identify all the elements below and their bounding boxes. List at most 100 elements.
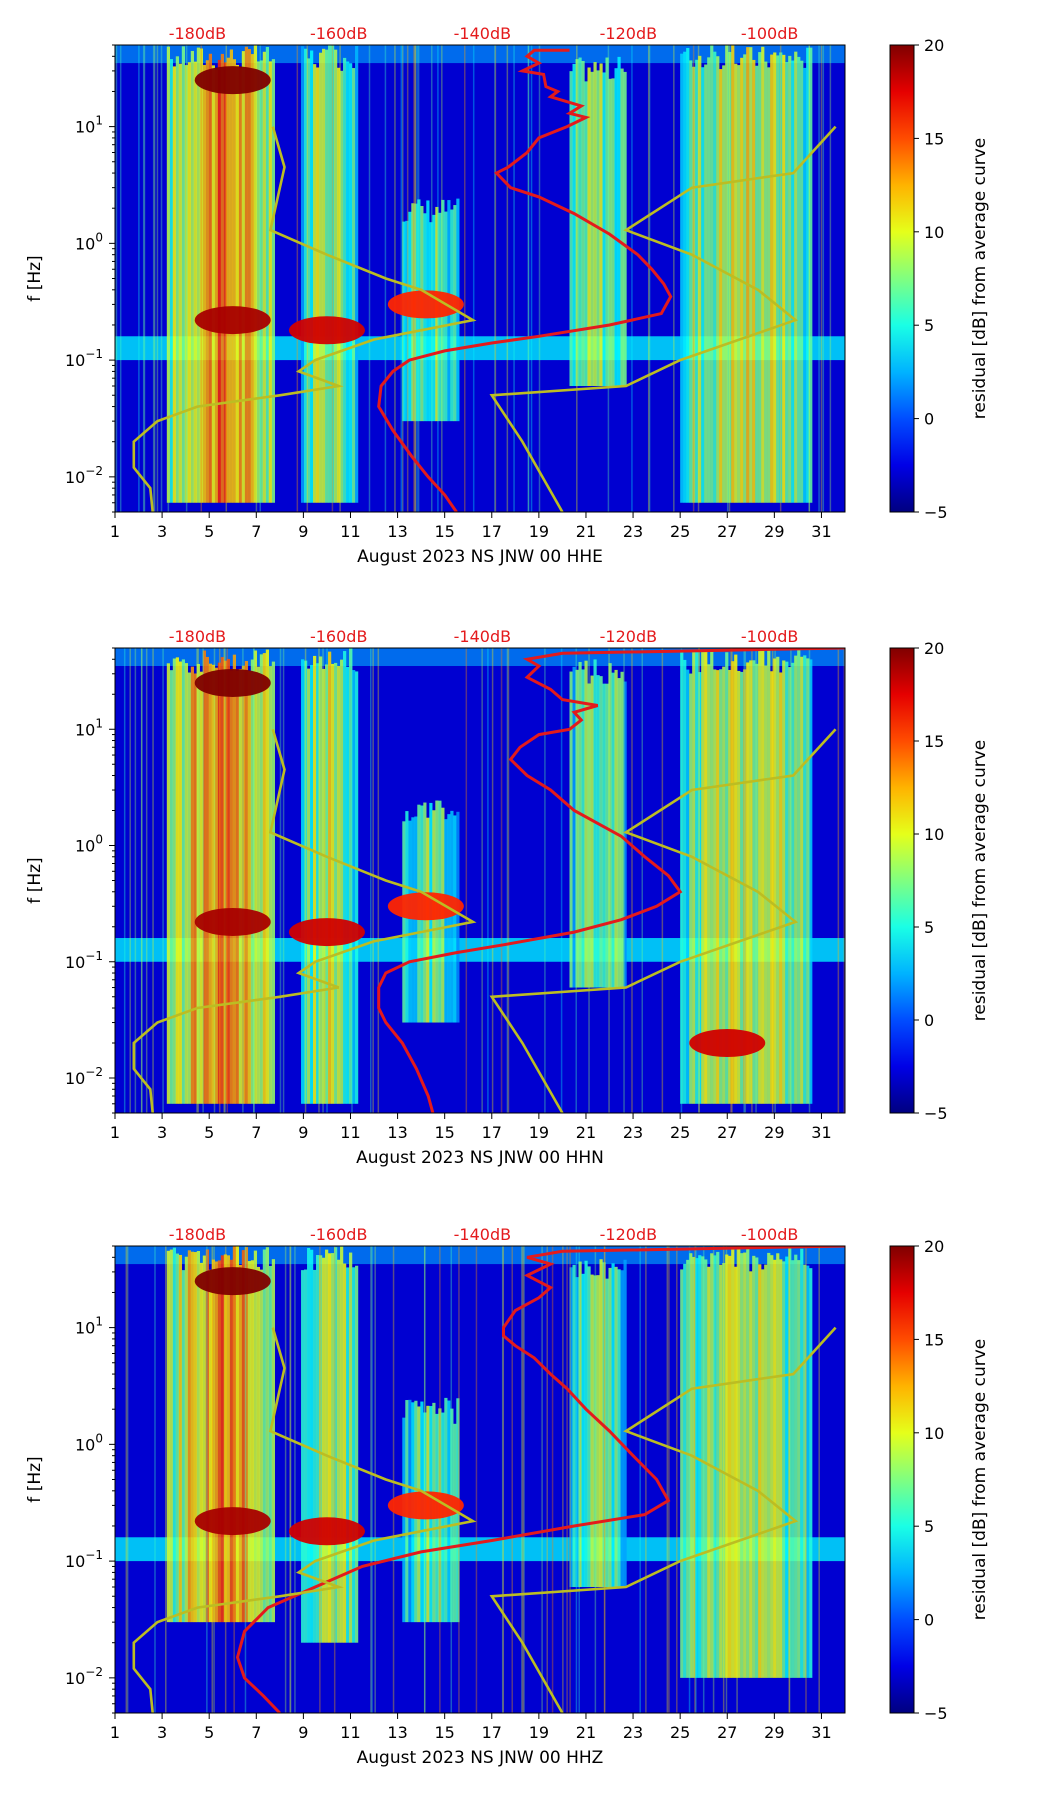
heatmap-spike — [304, 648, 307, 1113]
heatmap-strip — [175, 56, 180, 503]
heatmap-strip — [785, 1256, 789, 1678]
heatmap-spike — [417, 45, 420, 512]
heatmap-spike — [326, 648, 328, 1113]
heatmap-strip — [683, 1263, 687, 1678]
heatmap-strip — [304, 660, 308, 1104]
y-tick-label: 10−2 — [65, 1065, 103, 1088]
heatmap-strip — [196, 47, 201, 503]
heatmap-spike — [339, 45, 341, 512]
heatmap-strip — [689, 673, 693, 1104]
heatmap-spike — [487, 648, 489, 1113]
heatmap-spike — [728, 45, 731, 512]
heatmap-strip — [707, 664, 711, 1104]
heatmap-strip — [743, 669, 747, 1104]
heatmap-strip — [214, 667, 219, 1104]
heatmap-spike — [788, 1246, 790, 1713]
heatmap-strip — [178, 63, 183, 503]
heatmap-strip — [343, 1263, 347, 1643]
heatmap-strip — [328, 1253, 332, 1643]
heatmap-strip — [166, 663, 171, 1104]
y-tick-label: 101 — [75, 114, 103, 137]
top-db-label: -100dB — [741, 1225, 798, 1244]
colorbar — [889, 1245, 915, 1714]
heatmap-strip — [761, 1269, 765, 1678]
heatmap-spike — [394, 45, 396, 512]
heatmap-spike — [661, 648, 664, 1113]
heatmap-strip — [223, 1254, 228, 1623]
heatmap-strip — [402, 221, 406, 422]
top-db-label: -140dB — [454, 1225, 511, 1244]
heatmap-strip — [450, 810, 454, 1023]
heatmap-spike — [527, 45, 530, 512]
heatmap-spike — [521, 1246, 523, 1713]
heatmap-strip — [220, 1255, 225, 1623]
colorbar-label: residual [dB] from average curve — [970, 1339, 990, 1620]
heatmap-strip — [716, 670, 720, 1104]
heatmap-strip — [208, 663, 213, 1104]
x-axis-label: August 2023 NS JNW 00 HHE — [357, 547, 603, 567]
heatmap-strip — [352, 1267, 356, 1643]
heatmap-strip — [199, 1262, 204, 1623]
heatmap-strip — [241, 51, 246, 503]
heatmap-strip — [346, 61, 350, 503]
heatmap-strip — [247, 671, 252, 1104]
heatmap-strip — [620, 68, 624, 387]
x-tick-label: 25 — [670, 1723, 690, 1742]
noise-model-curve — [132, 1327, 477, 1713]
average-curve — [377, 48, 673, 512]
heatmap-strip — [593, 1275, 597, 1588]
heatmap-strip — [256, 666, 261, 1104]
heatmap-strip — [169, 59, 174, 503]
heatmap-strip — [349, 648, 353, 1104]
heatmap-strip — [743, 1252, 747, 1678]
heatmap-spike — [507, 648, 510, 1113]
x-tick-label: 15 — [434, 1723, 454, 1742]
y-tick-label: 101 — [75, 716, 103, 739]
heatmap-strip — [692, 1256, 696, 1678]
heatmap-strip — [265, 1247, 270, 1623]
heatmap-spike — [279, 648, 282, 1113]
heatmap-strip — [205, 1249, 210, 1623]
x-axis-label: August 2023 NS JNW 00 HHN — [356, 1148, 604, 1168]
heatmap-spike — [726, 45, 729, 512]
heatmap-strip — [710, 45, 714, 503]
heatmap-strip — [731, 1248, 735, 1678]
heatmap-strip — [193, 1252, 198, 1623]
heatmap-spike — [695, 1246, 697, 1713]
heatmap-strip — [800, 60, 804, 503]
heatmap-strip — [569, 1267, 573, 1588]
x-tick-label: 27 — [717, 522, 737, 541]
x-tick-label: 1 — [110, 1723, 120, 1742]
heatmap-strip — [725, 652, 729, 1104]
heatmap-strip — [617, 678, 621, 988]
heatmap-strip — [241, 1250, 246, 1623]
heatmap-strip — [590, 71, 594, 387]
heatmap-spike — [289, 1246, 291, 1713]
y-tick-label: 100 — [75, 230, 103, 253]
heatmap-strip — [456, 811, 460, 1023]
heatmap-strip — [319, 52, 323, 503]
heatmap-strip — [605, 57, 609, 387]
heatmap-spike — [218, 648, 221, 1113]
heatmap-spike — [296, 45, 299, 512]
heatmap-strip — [190, 50, 195, 503]
heatmap-spike — [698, 648, 700, 1113]
x-tick-label: 5 — [204, 522, 214, 541]
heatmap-strip — [809, 1268, 813, 1678]
heatmap-spike — [165, 1246, 167, 1713]
heatmap-strip — [722, 666, 726, 1104]
heatmap-spike — [481, 648, 483, 1113]
heatmap-strip — [444, 819, 448, 1023]
heatmap-spike — [494, 45, 496, 512]
heatmap-strip — [806, 47, 810, 503]
heatmap-strip — [307, 1247, 311, 1643]
heatmap-strip — [402, 1417, 406, 1623]
heatmap-strip — [680, 1269, 684, 1678]
heatmap-strip — [331, 663, 335, 1104]
heatmap-spike — [808, 648, 811, 1113]
heatmap-spike — [694, 1246, 696, 1713]
top-db-label: -180dB — [169, 24, 226, 43]
heatmap-strip — [737, 65, 741, 503]
heatmap-strip — [405, 220, 409, 422]
